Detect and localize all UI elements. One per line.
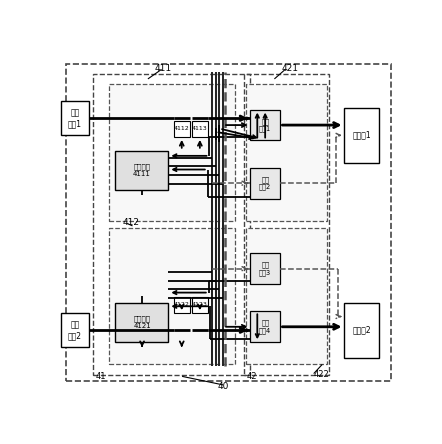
Text: 4123: 4123 <box>192 302 208 307</box>
Text: 控制电路
4111: 控制电路 4111 <box>133 163 151 177</box>
Bar <box>109 228 235 365</box>
Bar <box>174 297 190 313</box>
Bar <box>344 303 379 357</box>
Bar <box>246 84 327 221</box>
Text: 4113: 4113 <box>192 127 208 131</box>
Text: 控制电路
4121: 控制电路 4121 <box>133 316 151 329</box>
Bar <box>251 311 279 342</box>
Text: 执行剘1: 执行剘1 <box>352 131 371 140</box>
Text: 422: 422 <box>314 370 329 379</box>
Bar <box>246 228 327 365</box>
Bar <box>93 74 251 375</box>
Bar <box>244 74 329 375</box>
Text: 40: 40 <box>217 382 229 391</box>
Bar <box>251 110 279 140</box>
Bar <box>61 101 89 135</box>
Bar <box>174 121 190 137</box>
Text: 电源
组件2: 电源 组件2 <box>68 321 82 340</box>
Text: 开关
单元1: 开关 单元1 <box>259 118 271 132</box>
Bar <box>109 84 235 221</box>
Text: 421: 421 <box>281 64 298 73</box>
Text: 411: 411 <box>155 64 172 73</box>
Bar <box>344 108 379 163</box>
Bar <box>251 168 279 198</box>
Bar <box>192 121 208 137</box>
Bar <box>115 151 168 190</box>
Text: 412: 412 <box>122 218 139 227</box>
Bar <box>61 313 89 347</box>
Text: 执行剘2: 执行剘2 <box>352 326 371 335</box>
Bar <box>192 297 208 313</box>
Text: 42: 42 <box>247 372 258 381</box>
Bar <box>115 303 168 342</box>
Text: 开关
单元3: 开关 单元3 <box>259 262 271 276</box>
Text: 开关
单元4: 开关 单元4 <box>259 320 271 334</box>
Bar <box>251 253 279 284</box>
Text: 4112: 4112 <box>174 127 190 131</box>
Text: 4122: 4122 <box>174 302 190 307</box>
Text: 41: 41 <box>96 372 107 381</box>
Text: 开关
单元2: 开关 单元2 <box>259 176 271 190</box>
Text: 电源
组件1: 电源 组件1 <box>68 108 82 128</box>
